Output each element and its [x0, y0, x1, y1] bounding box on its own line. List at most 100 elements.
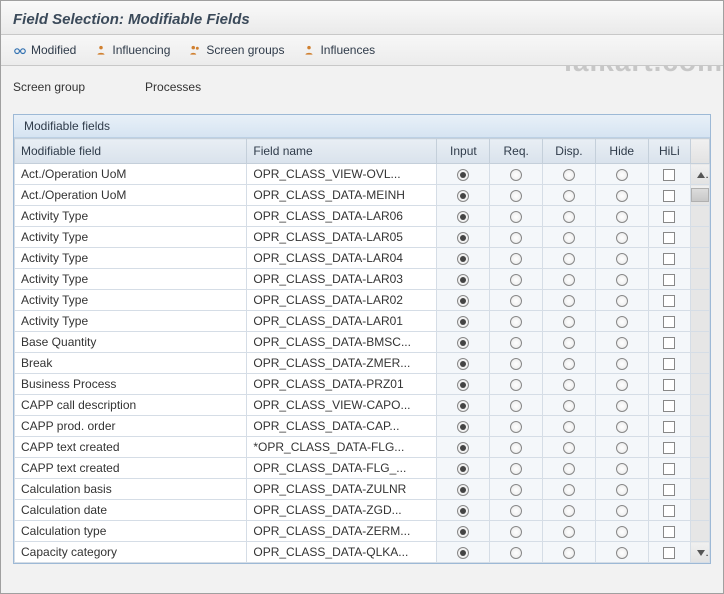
- req-radio[interactable]: [510, 442, 522, 454]
- req-radio[interactable]: [510, 232, 522, 244]
- hili-checkbox[interactable]: [663, 442, 675, 454]
- hili-checkbox[interactable]: [663, 337, 675, 349]
- cell-field-name[interactable]: OPR_CLASS_DATA-LAR02: [247, 290, 437, 311]
- req-radio[interactable]: [510, 295, 522, 307]
- hide-radio[interactable]: [616, 211, 628, 223]
- disp-radio[interactable]: [563, 358, 575, 370]
- req-radio[interactable]: [510, 316, 522, 328]
- cell-field-name[interactable]: OPR_CLASS_DATA-CAP...: [247, 416, 437, 437]
- screen-groups-button[interactable]: Screen groups: [188, 43, 284, 57]
- cell-field-name[interactable]: OPR_CLASS_DATA-QLKA...: [247, 542, 437, 563]
- cell-modifiable-field[interactable]: Activity Type: [15, 248, 247, 269]
- scroll-down-icon[interactable]: [697, 550, 705, 556]
- req-radio[interactable]: [510, 211, 522, 223]
- cell-field-name[interactable]: OPR_CLASS_DATA-PRZ01: [247, 374, 437, 395]
- col-hili[interactable]: HiLi: [648, 139, 690, 164]
- hili-checkbox[interactable]: [663, 211, 675, 223]
- disp-radio[interactable]: [563, 400, 575, 412]
- hili-checkbox[interactable]: [663, 232, 675, 244]
- disp-radio[interactable]: [563, 505, 575, 517]
- input-radio[interactable]: [457, 484, 469, 496]
- input-radio[interactable]: [457, 337, 469, 349]
- req-radio[interactable]: [510, 505, 522, 517]
- disp-radio[interactable]: [563, 316, 575, 328]
- input-radio[interactable]: [457, 442, 469, 454]
- cell-field-name[interactable]: *OPR_CLASS_DATA-FLG...: [247, 437, 437, 458]
- disp-radio[interactable]: [563, 211, 575, 223]
- req-radio[interactable]: [510, 169, 522, 181]
- hide-radio[interactable]: [616, 421, 628, 433]
- input-radio[interactable]: [457, 379, 469, 391]
- input-radio[interactable]: [457, 421, 469, 433]
- req-radio[interactable]: [510, 463, 522, 475]
- cell-modifiable-field[interactable]: Calculation date: [15, 500, 247, 521]
- cell-field-name[interactable]: OPR_CLASS_DATA-LAR05: [247, 227, 437, 248]
- hide-radio[interactable]: [616, 358, 628, 370]
- hide-radio[interactable]: [616, 316, 628, 328]
- disp-radio[interactable]: [563, 190, 575, 202]
- req-radio[interactable]: [510, 400, 522, 412]
- req-radio[interactable]: [510, 526, 522, 538]
- disp-radio[interactable]: [563, 547, 575, 559]
- hide-radio[interactable]: [616, 442, 628, 454]
- cell-field-name[interactable]: OPR_CLASS_DATA-LAR03: [247, 269, 437, 290]
- req-radio[interactable]: [510, 547, 522, 559]
- cell-field-name[interactable]: OPR_CLASS_DATA-FLG_...: [247, 458, 437, 479]
- modified-button[interactable]: Modified: [13, 43, 76, 57]
- hili-checkbox[interactable]: [663, 421, 675, 433]
- cell-modifiable-field[interactable]: Business Process: [15, 374, 247, 395]
- influencing-button[interactable]: Influencing: [94, 43, 170, 57]
- cell-field-name[interactable]: OPR_CLASS_DATA-ZERM...: [247, 521, 437, 542]
- input-radio[interactable]: [457, 295, 469, 307]
- hili-checkbox[interactable]: [663, 253, 675, 265]
- disp-radio[interactable]: [563, 484, 575, 496]
- cell-modifiable-field[interactable]: Calculation type: [15, 521, 247, 542]
- cell-modifiable-field[interactable]: Activity Type: [15, 269, 247, 290]
- cell-modifiable-field[interactable]: Activity Type: [15, 290, 247, 311]
- hili-checkbox[interactable]: [663, 274, 675, 286]
- hide-radio[interactable]: [616, 526, 628, 538]
- input-radio[interactable]: [457, 526, 469, 538]
- cell-modifiable-field[interactable]: Act./Operation UoM: [15, 164, 247, 185]
- disp-radio[interactable]: [563, 295, 575, 307]
- hide-radio[interactable]: [616, 190, 628, 202]
- req-radio[interactable]: [510, 421, 522, 433]
- disp-radio[interactable]: [563, 253, 575, 265]
- input-radio[interactable]: [457, 190, 469, 202]
- hili-checkbox[interactable]: [663, 190, 675, 202]
- input-radio[interactable]: [457, 169, 469, 181]
- input-radio[interactable]: [457, 400, 469, 412]
- scroll-thumb[interactable]: [691, 188, 709, 202]
- hide-radio[interactable]: [616, 379, 628, 391]
- cell-field-name[interactable]: OPR_CLASS_DATA-LAR04: [247, 248, 437, 269]
- hide-radio[interactable]: [616, 232, 628, 244]
- cell-modifiable-field[interactable]: Break: [15, 353, 247, 374]
- input-radio[interactable]: [457, 316, 469, 328]
- hide-radio[interactable]: [616, 400, 628, 412]
- disp-radio[interactable]: [563, 421, 575, 433]
- cell-modifiable-field[interactable]: Calculation basis: [15, 479, 247, 500]
- cell-modifiable-field[interactable]: Activity Type: [15, 227, 247, 248]
- disp-radio[interactable]: [563, 442, 575, 454]
- cell-modifiable-field[interactable]: Base Quantity: [15, 332, 247, 353]
- cell-field-name[interactable]: OPR_CLASS_DATA-ZMER...: [247, 353, 437, 374]
- input-radio[interactable]: [457, 505, 469, 517]
- cell-modifiable-field[interactable]: Activity Type: [15, 206, 247, 227]
- req-radio[interactable]: [510, 274, 522, 286]
- scroll-up-icon[interactable]: [697, 172, 705, 178]
- col-input[interactable]: Input: [437, 139, 490, 164]
- cell-modifiable-field[interactable]: CAPP text created: [15, 437, 247, 458]
- cell-field-name[interactable]: OPR_CLASS_DATA-LAR01: [247, 311, 437, 332]
- disp-radio[interactable]: [563, 232, 575, 244]
- col-hide[interactable]: Hide: [595, 139, 648, 164]
- hili-checkbox[interactable]: [663, 547, 675, 559]
- req-radio[interactable]: [510, 253, 522, 265]
- hide-radio[interactable]: [616, 253, 628, 265]
- hili-checkbox[interactable]: [663, 505, 675, 517]
- hide-radio[interactable]: [616, 484, 628, 496]
- hili-checkbox[interactable]: [663, 316, 675, 328]
- cell-field-name[interactable]: OPR_CLASS_VIEW-CAPO...: [247, 395, 437, 416]
- influences-button[interactable]: Influences: [302, 43, 375, 57]
- cell-field-name[interactable]: OPR_CLASS_DATA-BMSC...: [247, 332, 437, 353]
- hili-checkbox[interactable]: [663, 463, 675, 475]
